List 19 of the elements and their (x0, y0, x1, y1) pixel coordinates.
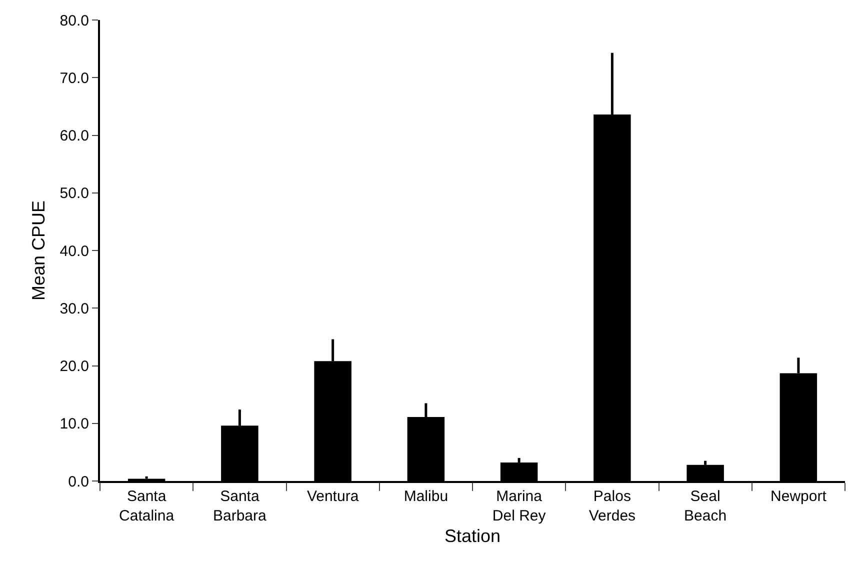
x-axis-title: Station (444, 526, 501, 546)
y-tick-label: 30.0 (60, 300, 89, 318)
x-tick-label: Seal Beach (684, 488, 727, 524)
x-tick-label: Palos Verdes (588, 488, 636, 524)
x-tick-label: Santa Barbara (213, 488, 268, 524)
y-tick-label: 70.0 (60, 70, 89, 87)
y-tick-label: 20.0 (60, 358, 89, 375)
y-tick-label: 10.0 (60, 416, 89, 433)
y-tick-label: 0.0 (68, 473, 89, 490)
x-tick-label: Newport (770, 488, 828, 505)
y-tick-label: 40.0 (60, 242, 89, 260)
y-tick-label: 80.0 (60, 12, 89, 30)
y-axis-title: Mean CPUE (28, 200, 48, 301)
y-tick-label: 50.0 (60, 185, 89, 202)
x-tick-label: Ventura (306, 488, 360, 505)
y-tick-label: 60.0 (60, 128, 89, 144)
x-tick-label: Malibu (404, 488, 448, 505)
x-tick-label: Marina Del Rey (492, 488, 546, 524)
x-tick-label: Santa Catalina (119, 488, 175, 524)
